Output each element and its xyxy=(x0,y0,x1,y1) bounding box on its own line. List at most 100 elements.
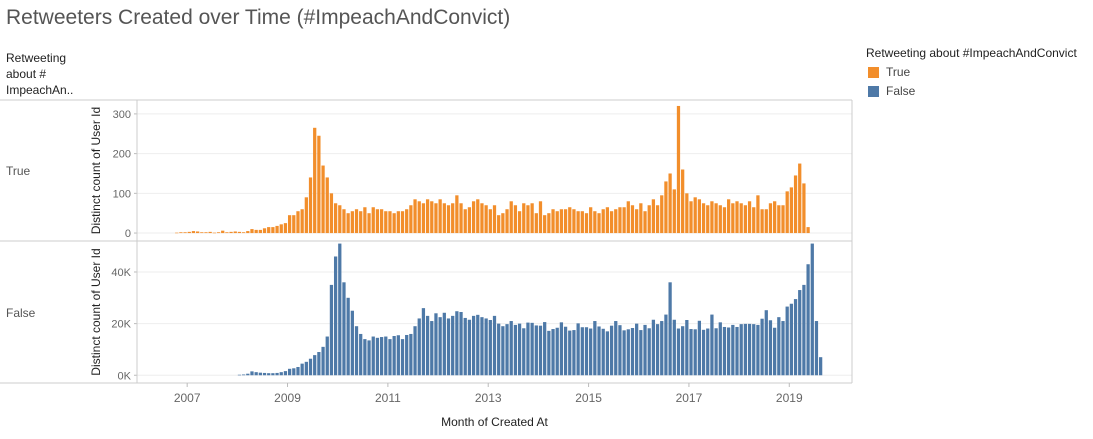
bar xyxy=(275,225,279,234)
bar xyxy=(752,324,756,376)
bar xyxy=(593,211,597,234)
bar xyxy=(664,181,668,234)
bar xyxy=(304,197,308,234)
bar xyxy=(522,203,526,234)
bar xyxy=(572,209,576,234)
bar xyxy=(325,336,329,376)
bar xyxy=(756,324,760,376)
bar xyxy=(789,303,793,376)
bar xyxy=(400,211,405,234)
bar xyxy=(221,230,225,234)
bar xyxy=(338,243,342,376)
bar xyxy=(246,231,250,234)
bar xyxy=(647,328,651,376)
bar xyxy=(338,205,342,234)
bar xyxy=(681,326,685,376)
bar xyxy=(354,209,359,234)
bar xyxy=(317,352,321,376)
bar xyxy=(417,318,421,376)
bar xyxy=(216,232,221,234)
legend-item-false[interactable]: False xyxy=(868,84,1077,98)
bar xyxy=(212,232,216,234)
x-tick-label: 2011 xyxy=(375,391,401,405)
x-tick-label: 2017 xyxy=(676,391,703,405)
bar xyxy=(731,203,735,234)
bar xyxy=(367,340,371,376)
bar xyxy=(714,328,718,376)
y-tick-label: 100 xyxy=(113,188,131,200)
bar xyxy=(651,319,656,376)
bar xyxy=(597,213,601,234)
bar xyxy=(505,209,509,234)
bar xyxy=(271,373,275,376)
bar xyxy=(584,213,589,234)
bar xyxy=(254,372,258,376)
bar xyxy=(308,177,313,234)
bar xyxy=(283,371,288,376)
row-header-line: Retweeting xyxy=(6,51,67,65)
bar xyxy=(718,205,722,234)
bar xyxy=(350,211,354,234)
bar xyxy=(601,209,605,234)
bar xyxy=(764,209,768,234)
bar xyxy=(731,324,735,376)
bar xyxy=(589,207,593,234)
bar xyxy=(363,207,367,234)
bar xyxy=(559,209,564,234)
bar xyxy=(676,328,681,376)
bar xyxy=(555,211,559,234)
bar xyxy=(580,327,584,376)
bar xyxy=(672,189,676,234)
bar xyxy=(584,327,589,376)
bar xyxy=(526,322,530,376)
bar xyxy=(513,324,518,376)
bar xyxy=(367,213,371,234)
bar xyxy=(396,211,400,234)
bar xyxy=(505,324,509,376)
bar xyxy=(655,324,660,376)
bar xyxy=(802,183,806,234)
bar xyxy=(735,201,739,234)
bar xyxy=(405,209,409,234)
bar xyxy=(785,306,789,376)
bar xyxy=(580,211,584,234)
bar xyxy=(354,326,359,376)
bar xyxy=(459,203,463,234)
bar xyxy=(292,215,296,234)
bar xyxy=(329,193,334,234)
bar xyxy=(388,211,392,234)
bar xyxy=(747,201,752,234)
bar xyxy=(785,191,789,234)
bar xyxy=(697,320,702,376)
bar xyxy=(543,322,547,376)
bar xyxy=(434,203,438,234)
bar xyxy=(614,321,618,376)
x-axis-title: Month of Created At xyxy=(441,415,548,429)
bar xyxy=(237,231,242,234)
legend-title: Retweeting about #ImpeachAndConvict xyxy=(866,46,1077,60)
bar xyxy=(589,328,593,376)
bar xyxy=(446,318,451,376)
bar xyxy=(777,205,781,234)
x-tick-label: 2019 xyxy=(776,391,803,405)
bar xyxy=(279,372,283,376)
bar xyxy=(346,213,350,234)
bar xyxy=(668,173,672,234)
bar xyxy=(342,282,346,376)
bar xyxy=(497,215,501,234)
bar xyxy=(442,312,446,376)
bar xyxy=(597,326,601,376)
legend-item-true[interactable]: True xyxy=(868,65,1077,79)
bar xyxy=(768,320,773,376)
bar xyxy=(693,197,697,234)
bar xyxy=(292,368,296,376)
bar xyxy=(300,209,304,234)
bar xyxy=(568,207,572,234)
bar xyxy=(329,284,334,376)
bar xyxy=(693,329,697,376)
bar xyxy=(614,209,618,234)
bar xyxy=(421,308,426,376)
bar xyxy=(622,330,626,376)
bar xyxy=(262,228,267,234)
bar xyxy=(175,232,179,234)
